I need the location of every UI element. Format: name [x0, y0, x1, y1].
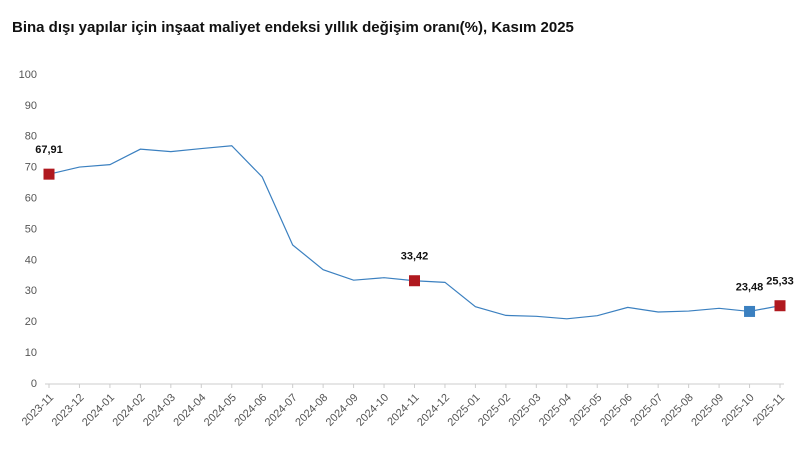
y-tick-label: 70: [25, 162, 37, 174]
x-tick-label: 2024-03: [141, 392, 178, 429]
y-tick-label: 10: [25, 347, 37, 359]
x-tick-label: 2025-08: [659, 392, 696, 429]
x-tick-label: 2025-03: [506, 392, 543, 429]
x-tick-label: 2025-02: [476, 392, 513, 429]
x-tick-label: 2024-08: [293, 392, 330, 429]
x-tick-label: 2024-10: [354, 392, 391, 429]
value-label: 67,91: [35, 144, 63, 156]
x-tick-label: 2024-07: [263, 392, 300, 429]
x-tick-label: 2024-05: [202, 392, 239, 429]
y-tick-label: 80: [25, 131, 37, 143]
x-tick-label: 2025-01: [446, 392, 483, 429]
x-tick-label: 2025-07: [628, 392, 665, 429]
y-tick-label: 90: [25, 100, 37, 112]
marker: [43, 168, 55, 180]
y-tick-label: 30: [25, 285, 37, 297]
x-tick-label: 2025-11: [751, 392, 787, 428]
x-tick-label: 2024-01: [80, 392, 117, 429]
y-tick-label: 0: [31, 378, 37, 390]
marker: [744, 305, 756, 317]
x-tick-label: 2025-06: [598, 392, 635, 429]
x-tick-label: 2024-12: [415, 392, 452, 429]
x-tick-label: 2024-09: [324, 392, 361, 429]
x-tick-label: 2025-04: [537, 392, 574, 429]
x-tick-label: 2025-09: [689, 392, 726, 429]
x-tick-label: 2024-04: [171, 392, 208, 429]
x-tick-label: 2024-02: [111, 392, 148, 429]
y-tick-label: 60: [25, 193, 37, 205]
data-line: [48, 145, 781, 320]
y-tick-label: 100: [19, 69, 37, 81]
value-label: 23,48: [736, 281, 764, 293]
value-label: 25,33: [766, 276, 794, 288]
marker: [409, 275, 420, 287]
x-tick-label: 2023-12: [50, 392, 87, 429]
x-tick-label: 2024-06: [232, 392, 269, 429]
chart-title: Bina dışı yapılar için inşaat maliyet en…: [12, 19, 574, 36]
y-tick-label: 20: [25, 316, 37, 328]
x-tick-label: 2025-10: [720, 392, 757, 429]
y-tick-label: 40: [25, 254, 37, 266]
y-tick-label: 50: [25, 223, 37, 235]
value-label: 33,42: [401, 251, 429, 263]
marker: [774, 300, 786, 312]
x-tick-label: 2025-05: [567, 392, 604, 429]
